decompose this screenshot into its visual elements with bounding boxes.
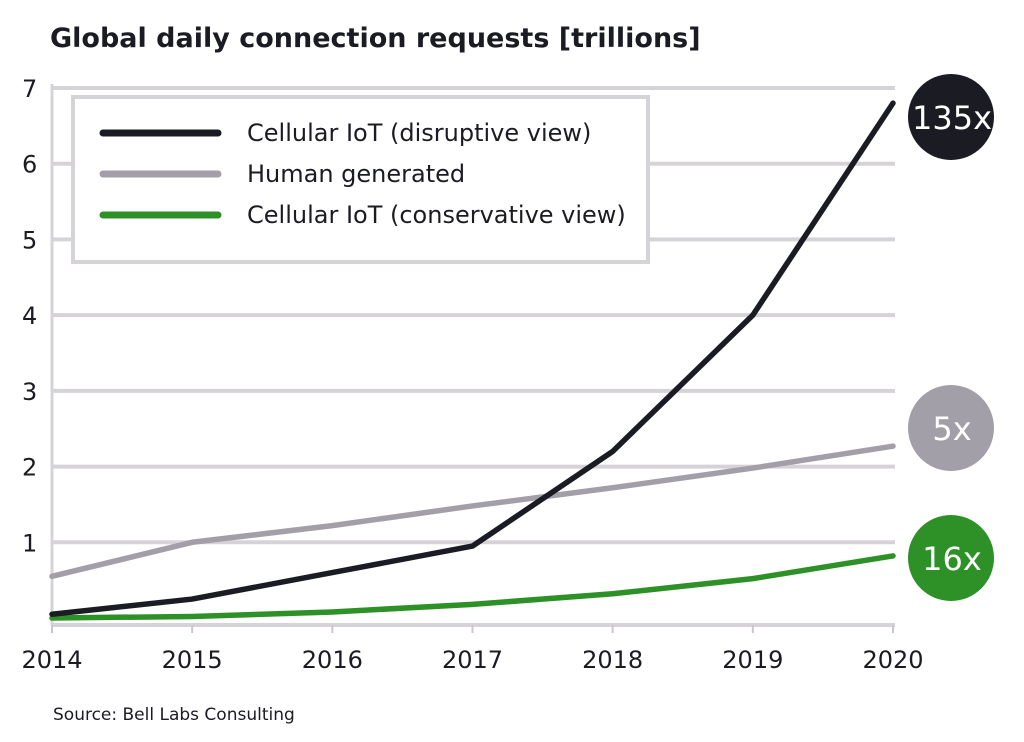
badge-label-1: 5x [932, 410, 971, 448]
source-note: Source: Bell Labs Consulting [53, 705, 295, 725]
y-tick-label-7: 7 [22, 75, 37, 103]
y-tick-label-4: 4 [22, 302, 37, 330]
end-badges: 135x 5x 16x [908, 74, 994, 601]
y-tick-label-3: 3 [22, 378, 37, 406]
series-lines [49, 100, 896, 621]
chart-title: Global daily connection requests [trilli… [50, 23, 701, 54]
legend-box [71, 95, 650, 264]
x-tick-label-2016: 2016 [302, 646, 363, 674]
legend-label-1: Human generated [247, 160, 465, 188]
badge-circle-1 [908, 385, 994, 471]
y-tick-label-1: 1 [22, 529, 37, 557]
legend: Cellular IoT (disruptive view) Human gene… [71, 95, 650, 264]
x-tick-label-2018: 2018 [582, 646, 643, 674]
y-tick-label-2: 2 [22, 454, 37, 482]
legend-label-2: Cellular IoT (conservative view) [247, 201, 626, 229]
series-line-1 [49, 443, 896, 580]
badge-label-0: 135x [912, 99, 992, 137]
badge-circle-2 [908, 515, 994, 601]
x-axis-ticks: 2014 2015 2016 2017 2018 2019 2020 [21, 646, 923, 674]
x-tick-label-2015: 2015 [162, 646, 223, 674]
y-tick-label-6: 6 [22, 151, 37, 179]
badge-label-2: 16x [922, 540, 982, 578]
x-tick-label-2014: 2014 [21, 646, 82, 674]
y-tick-label-5: 5 [22, 226, 37, 254]
badge-circle-0 [908, 74, 994, 160]
x-tick-label-2019: 2019 [722, 646, 783, 674]
y-axis-ticks: 1 2 3 4 5 6 7 [22, 75, 37, 557]
series-line-0 [49, 100, 896, 617]
x-tick-label-2017: 2017 [442, 646, 503, 674]
legend-label-0: Cellular IoT (disruptive view) [247, 119, 591, 147]
x-tick-label-2020: 2020 [862, 646, 923, 674]
series-line-2 [49, 553, 896, 621]
